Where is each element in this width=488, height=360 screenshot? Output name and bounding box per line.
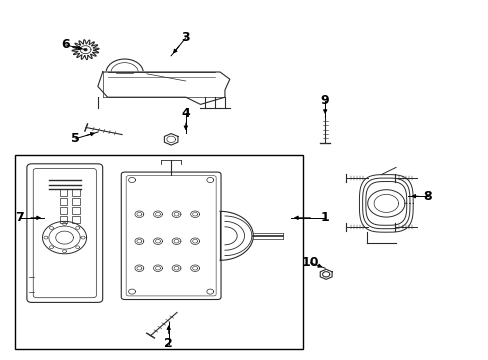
Bar [72, 198, 80, 205]
Text: 6: 6 [61, 39, 70, 51]
Text: 10: 10 [301, 256, 319, 269]
Bar [72, 189, 80, 196]
Bar [60, 207, 67, 214]
Text: 9: 9 [320, 94, 329, 107]
Text: 2: 2 [164, 337, 173, 350]
Text: 4: 4 [181, 107, 190, 120]
Text: 7: 7 [15, 211, 24, 224]
Text: 8: 8 [423, 190, 431, 203]
Text: 5: 5 [71, 132, 80, 145]
Bar [60, 198, 67, 205]
Text: 1: 1 [320, 211, 329, 224]
Polygon shape [84, 49, 87, 51]
Bar [72, 216, 80, 223]
Text: 3: 3 [181, 31, 190, 44]
Bar [15, 155, 303, 349]
Bar [72, 207, 80, 214]
Bar [60, 216, 67, 223]
Bar [60, 189, 67, 196]
